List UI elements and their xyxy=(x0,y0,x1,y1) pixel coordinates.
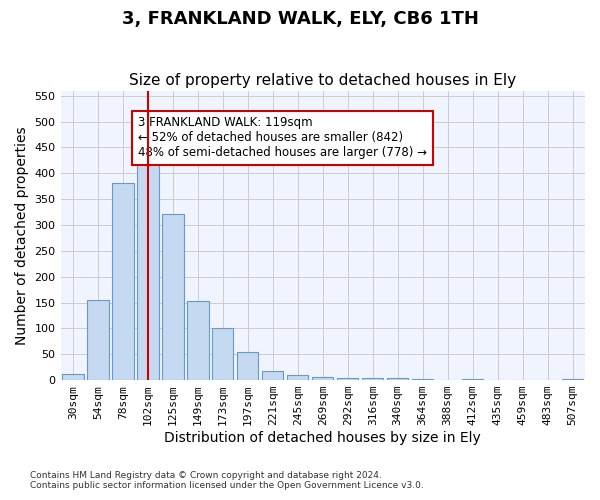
Text: 3, FRANKLAND WALK, ELY, CB6 1TH: 3, FRANKLAND WALK, ELY, CB6 1TH xyxy=(122,10,478,28)
Bar xyxy=(112,182,134,380)
Bar xyxy=(337,378,358,380)
Bar xyxy=(562,379,583,380)
Bar xyxy=(312,378,334,380)
Bar xyxy=(88,300,109,380)
Bar xyxy=(412,379,433,380)
Bar xyxy=(137,163,158,380)
Bar xyxy=(262,371,283,380)
Bar xyxy=(462,379,483,380)
Bar xyxy=(62,374,83,380)
Bar xyxy=(387,378,409,380)
Text: Contains HM Land Registry data © Crown copyright and database right 2024.
Contai: Contains HM Land Registry data © Crown c… xyxy=(30,470,424,490)
Bar xyxy=(187,302,209,380)
Bar xyxy=(237,352,259,380)
Y-axis label: Number of detached properties: Number of detached properties xyxy=(15,126,29,344)
Text: 3 FRANKLAND WALK: 119sqm
← 52% of detached houses are smaller (842)
48% of semi-: 3 FRANKLAND WALK: 119sqm ← 52% of detach… xyxy=(138,116,427,160)
Bar xyxy=(212,328,233,380)
Bar xyxy=(362,378,383,380)
X-axis label: Distribution of detached houses by size in Ely: Distribution of detached houses by size … xyxy=(164,431,481,445)
Bar xyxy=(163,214,184,380)
Bar xyxy=(287,375,308,380)
Title: Size of property relative to detached houses in Ely: Size of property relative to detached ho… xyxy=(129,73,517,88)
